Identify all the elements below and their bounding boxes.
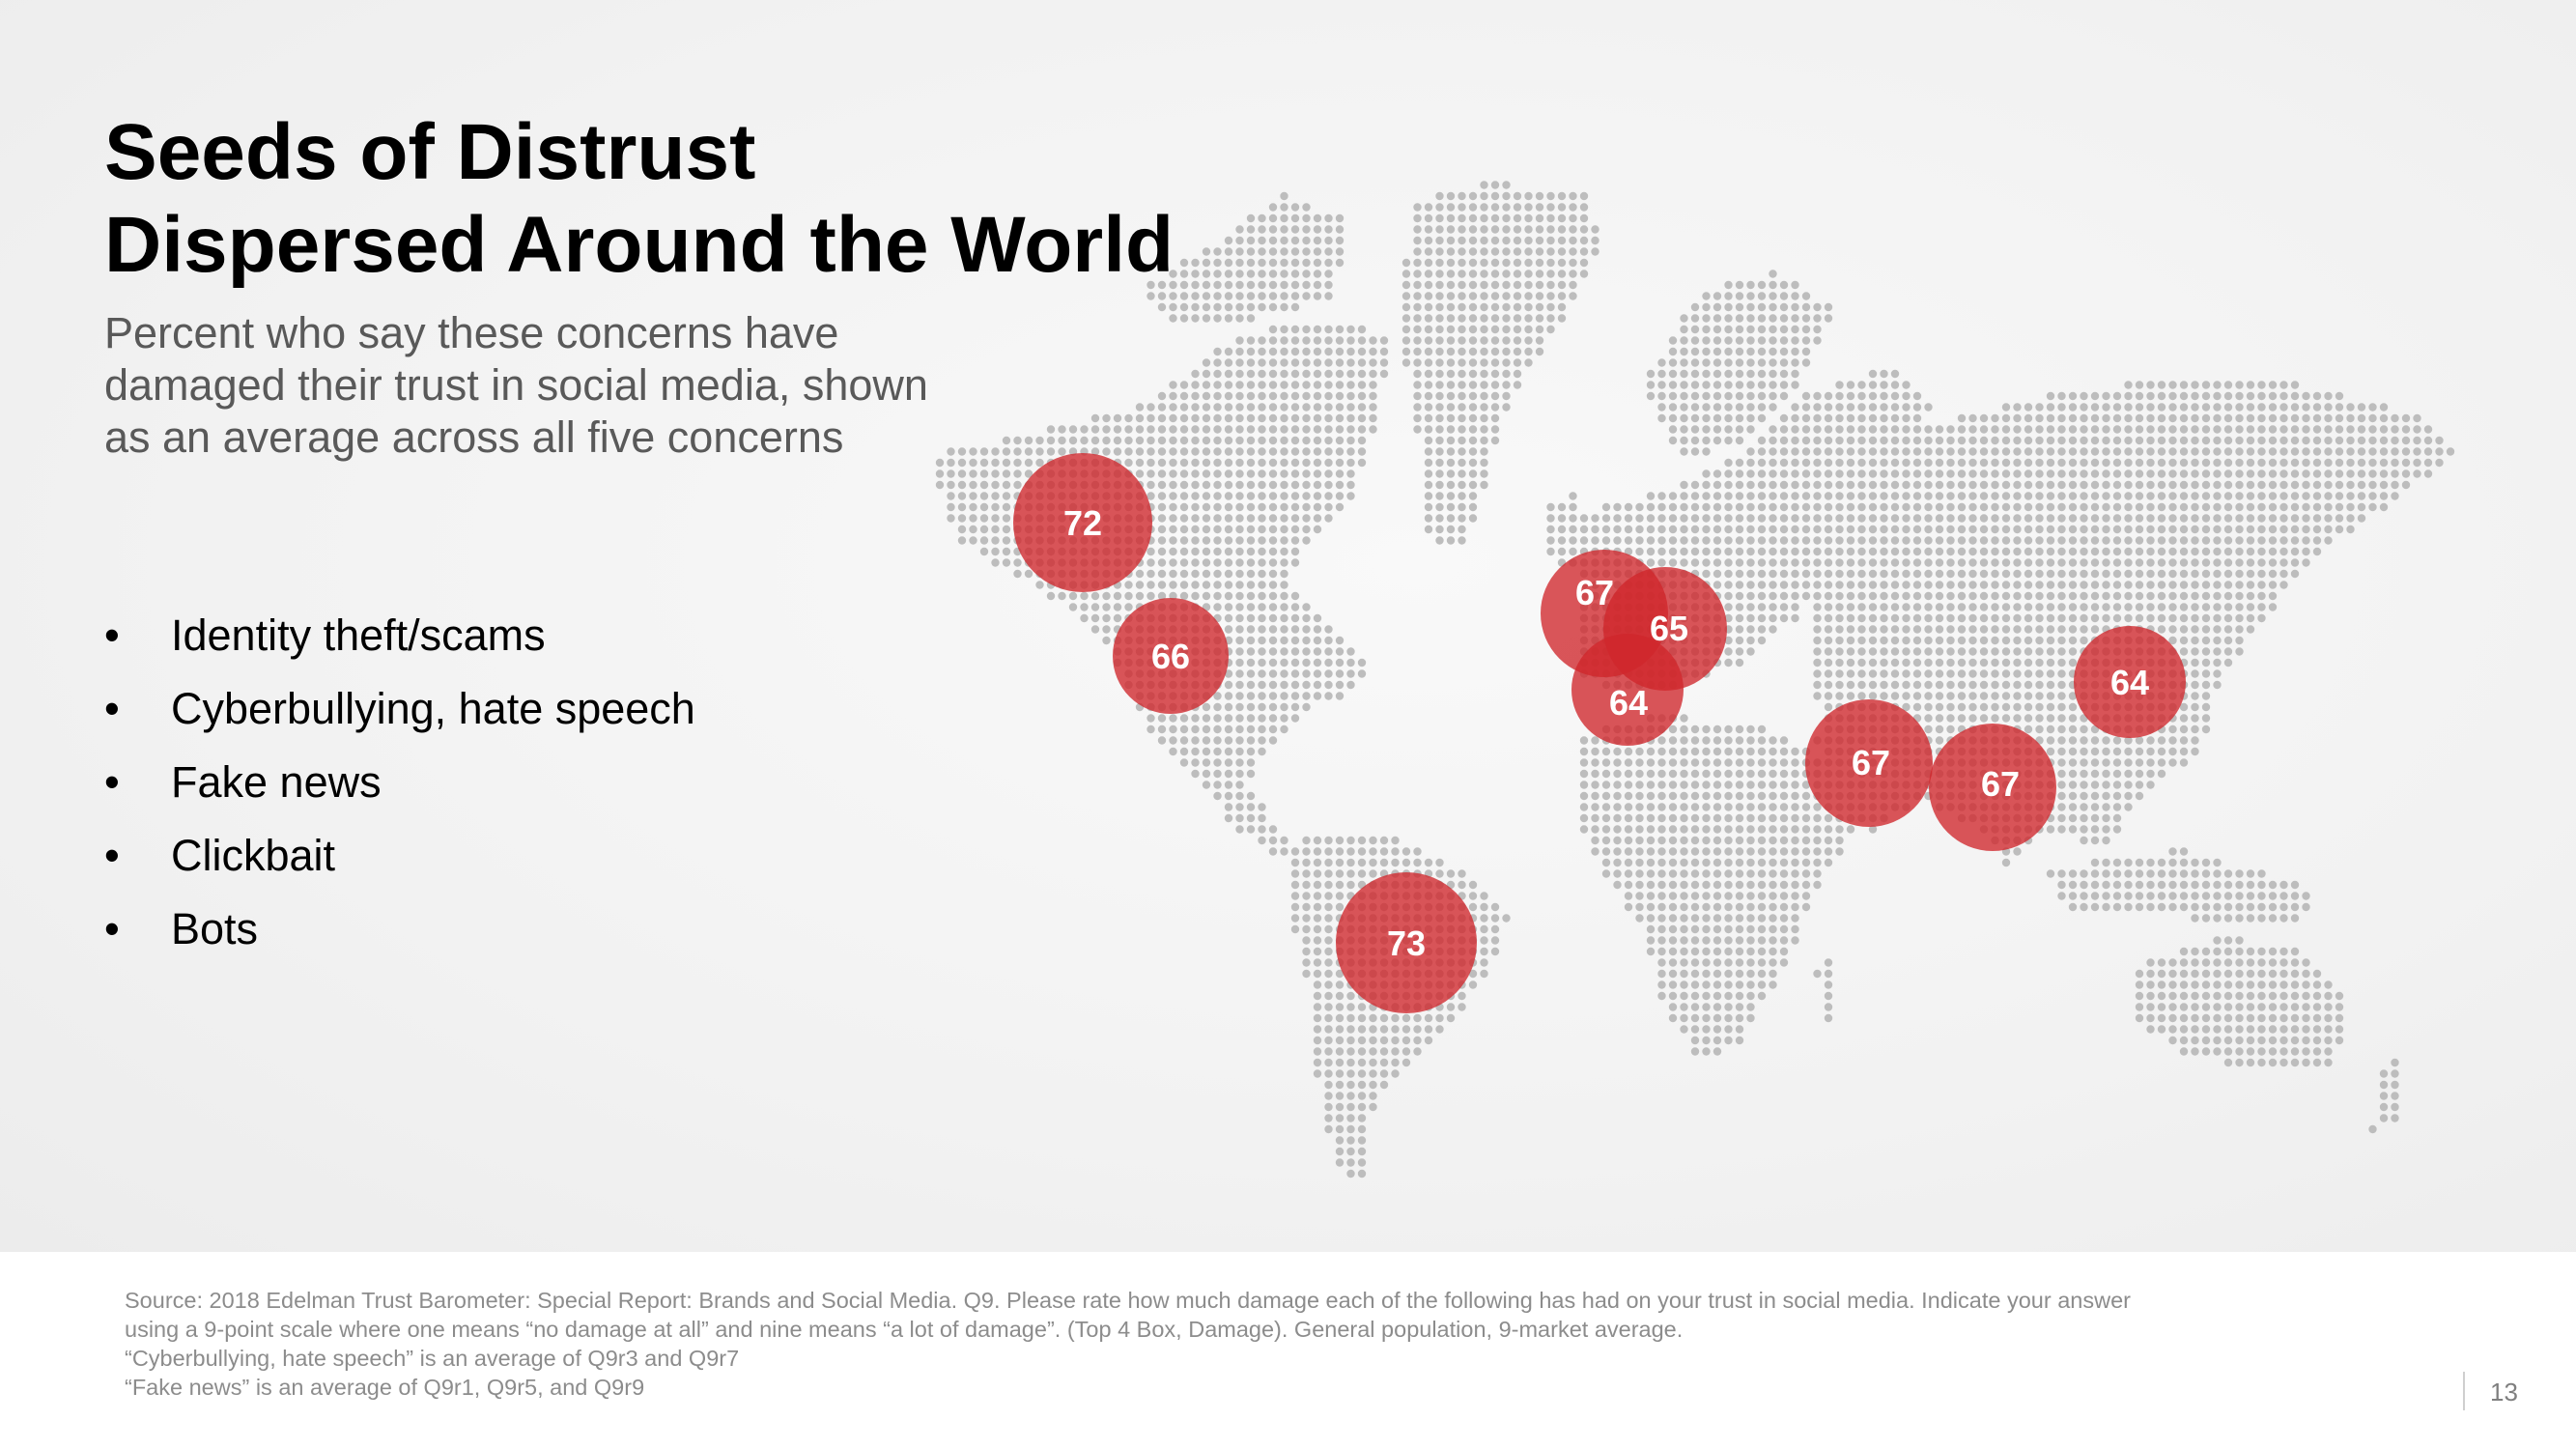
marker-india-value: 67 (1981, 764, 2020, 804)
marker-canada-value: 72 (1063, 503, 1102, 543)
marker-china-circle (2074, 626, 2186, 738)
marker-china[interactable]: 64 (2074, 626, 2186, 738)
concern-item: Identity theft/scams (104, 603, 695, 676)
marker-uae-circle (1805, 699, 1933, 827)
marker-uae-value: 67 (1852, 743, 1890, 782)
concern-item: Bots (104, 896, 695, 970)
footnote-line-4: “Fake news” is an average of Q9r1, Q9r5,… (125, 1375, 645, 1400)
slide-background: 72 66 73 67 65 64 (0, 0, 2576, 1252)
marker-india-circle (1929, 724, 2056, 851)
marker-canada[interactable]: 72 (1013, 453, 1152, 592)
subtitle-line-1: Percent who say these concerns have (104, 308, 839, 357)
source-footnote: Source: 2018 Edelman Trust Barometer: Sp… (125, 1286, 2443, 1402)
concern-item: Cyberbullying, hate speech (104, 676, 695, 750)
marker-usa[interactable]: 66 (1113, 598, 1229, 714)
marker-france-value: 64 (1609, 683, 1648, 723)
page-title: Seeds of Distrust Dispersed Around the W… (104, 106, 1263, 292)
land-dots (935, 181, 2455, 1179)
marker-usa-value: 66 (1151, 637, 1190, 676)
marker-france-circle (1571, 634, 1684, 746)
world-dot-map: 72 66 73 67 65 64 (935, 181, 2455, 1179)
footnote-line-1: Source: 2018 Edelman Trust Barometer: Sp… (125, 1288, 2131, 1313)
marker-uae[interactable]: 67 (1805, 699, 1933, 827)
page-title-line-2: Dispersed Around the World (104, 201, 1175, 289)
page-number-divider (2463, 1372, 2465, 1410)
marker-brazil-circle (1336, 872, 1477, 1013)
country-markers: 72 66 73 67 65 64 (1013, 453, 2186, 1013)
marker-canada-circle (1013, 453, 1152, 592)
marker-india[interactable]: 67 (1929, 724, 2056, 851)
concern-item: Fake news (104, 750, 695, 823)
subtitle: Percent who say these concerns have dama… (104, 307, 974, 464)
page-title-line-1: Seeds of Distrust (104, 108, 756, 196)
concern-item: Clickbait (104, 823, 695, 896)
marker-france[interactable]: 64 (1571, 634, 1684, 746)
marker-uk-value: 67 (1575, 573, 1614, 612)
footnote-line-3: “Cyberbullying, hate speech” is an avera… (125, 1346, 740, 1371)
subtitle-line-2: damaged their trust in social media, sho… (104, 360, 928, 410)
footnote-line-2: using a 9-point scale where one means “n… (125, 1317, 1684, 1342)
page-number: 13 (2490, 1378, 2518, 1406)
subtitle-line-3: as an average across all five concerns (104, 412, 844, 462)
marker-usa-circle (1113, 598, 1229, 714)
marker-brazil[interactable]: 73 (1336, 872, 1477, 1013)
concerns-list: Identity theft/scams Cyberbullying, hate… (104, 603, 695, 970)
marker-china-value: 64 (2110, 663, 2149, 702)
marker-brazil-value: 73 (1387, 923, 1426, 963)
